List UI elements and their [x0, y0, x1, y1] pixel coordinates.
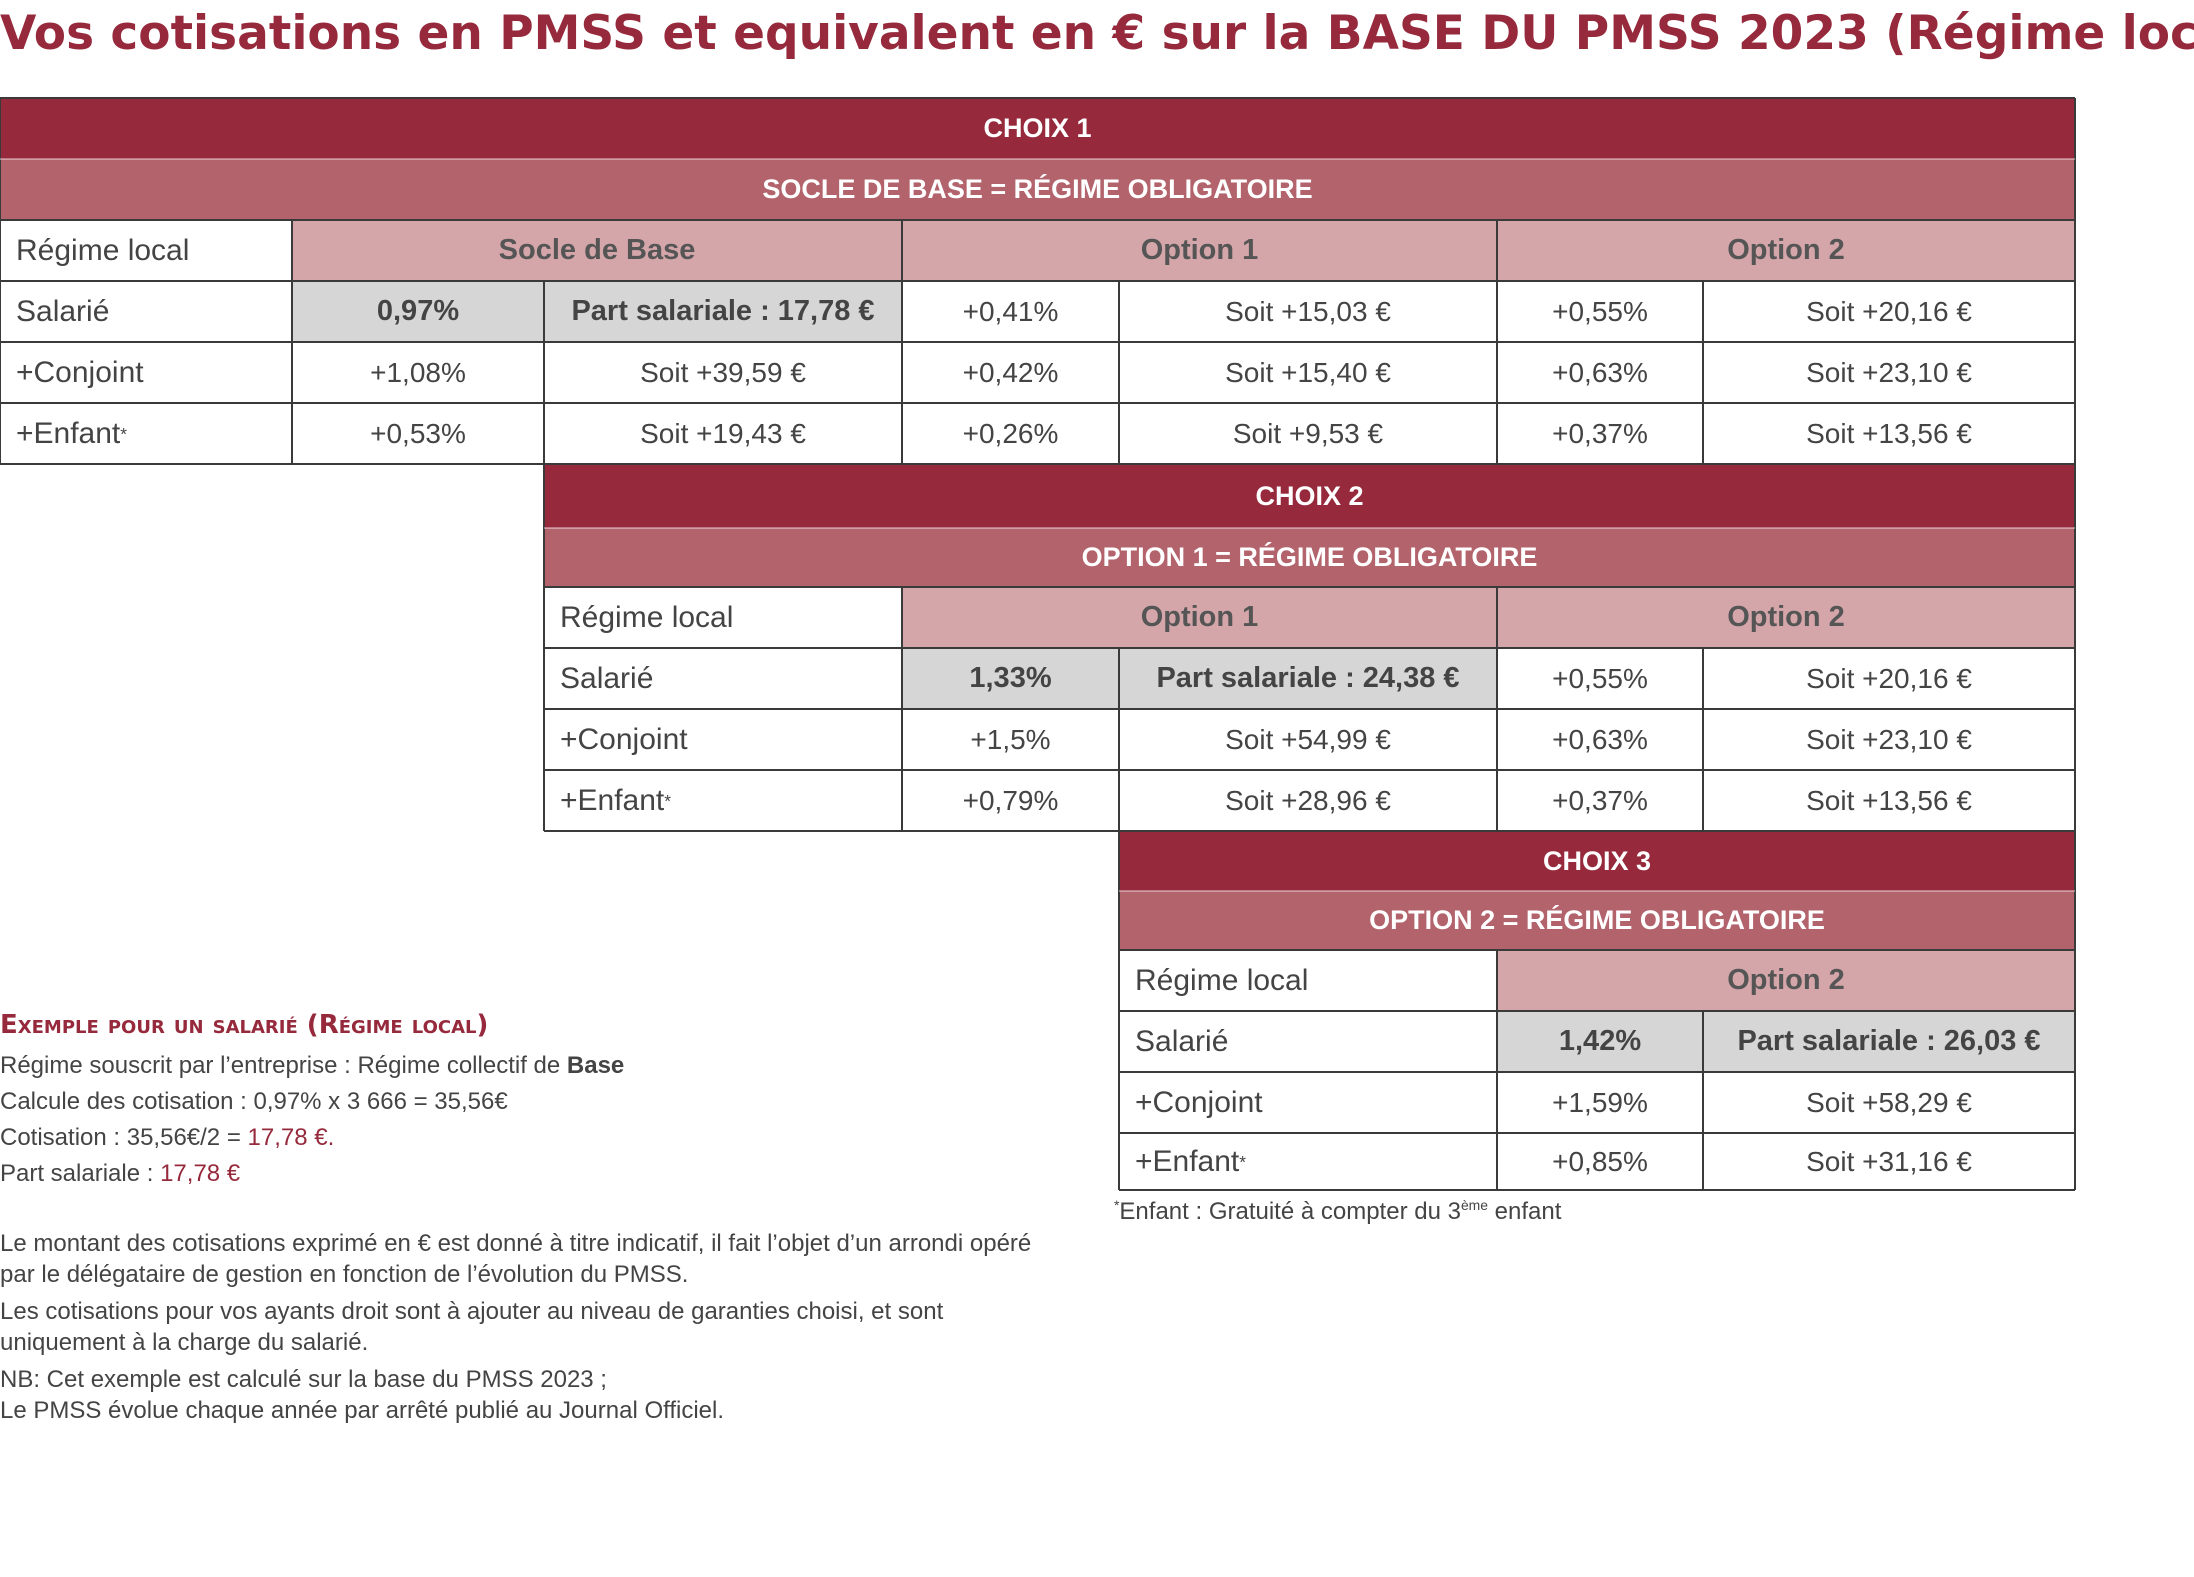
part-salariale-cell: Part salariale : 26,03 €: [1703, 1011, 2075, 1072]
amount-cell: Soit +23,10 €: [1806, 723, 1972, 755]
rate-cell: +0,55%: [1552, 662, 1648, 694]
rate-cell: 1,33%: [902, 648, 1119, 709]
part-salariale-cell: Part salariale : 24,38 €: [1119, 648, 1497, 709]
row-label-conjoint: +Conjoint: [16, 355, 144, 389]
column-header-option-2: Option 2: [1497, 220, 2075, 281]
choix-2-subheader: OPTION 1 = RÉGIME OBLIGATOIRE: [544, 528, 2075, 587]
example-line-calcul: Calcule des cotisation : 0,97% x 3 666 =…: [0, 1088, 508, 1115]
footnote-superscript: ème: [1460, 1197, 1489, 1213]
choix-1-header: CHOIX 1: [0, 98, 2075, 159]
amount-cell: Soit +9,53 €: [1232, 417, 1384, 449]
amount-cell: Soit +15,40 €: [1225, 356, 1391, 388]
row-label-salarie: Salarié: [16, 294, 110, 328]
row-label-text: +Enfant: [16, 416, 121, 450]
amount-cell: Soit +15,03 €: [1225, 295, 1391, 327]
row-label-salarie: Salarié: [560, 661, 654, 695]
column-header-option-2: Option 2: [1497, 950, 2075, 1011]
rate-cell: +0,53%: [370, 417, 466, 449]
row-label-enfant: +Enfant *: [560, 783, 672, 817]
amount-cell: Soit +58,29 €: [1806, 1086, 1972, 1118]
footnote: *Enfant : Gratuité à compter du 3ème enf…: [1114, 1198, 1561, 1226]
example-line-cotisation-value: 17,78 €.: [247, 1124, 335, 1151]
example-title: Exemple pour un salarié (Régime local): [0, 1010, 488, 1040]
row-label-header: Régime local: [16, 233, 190, 267]
footnote-text: Enfant : Gratuité à compter du 3: [1119, 1198, 1461, 1225]
notes-block: Le montant des cotisations exprimé en € …: [0, 1228, 1045, 1426]
footnote-star: *: [1114, 1197, 1120, 1213]
rate-cell: +0,79%: [962, 784, 1059, 816]
row-label-text: +Enfant: [1135, 1144, 1240, 1178]
rate-cell: +0,37%: [1552, 784, 1648, 816]
rate-cell: +0,37%: [1552, 417, 1648, 449]
example-line-regime-text: Régime souscrit par l’entreprise : Régim…: [0, 1052, 567, 1079]
note-line: Le PMSS évolue chaque année par arrêté p…: [0, 1397, 725, 1424]
row-label-salarie: Salarié: [1135, 1024, 1229, 1058]
amount-cell: Soit +54,99 €: [1225, 723, 1391, 755]
row-label-conjoint: +Conjoint: [1135, 1085, 1263, 1119]
note-paragraph: Les cotisations pour vos ayants droit so…: [0, 1298, 944, 1356]
example-line-regime: Régime souscrit par l’entreprise : Régim…: [0, 1048, 1060, 1084]
example-line-regime-bold: Base: [566, 1052, 625, 1079]
rate-cell: +0,26%: [962, 417, 1059, 449]
page-title: Vos cotisations en PMSS et equivalent en…: [0, 6, 2194, 61]
example-lines: Régime souscrit par l’entreprise : Régim…: [0, 1048, 1060, 1192]
amount-cell: Soit +23,10 €: [1806, 356, 1972, 388]
footnote-text-end: enfant: [1488, 1198, 1562, 1225]
row-label-header: Régime local: [1135, 963, 1309, 997]
note-line: NB: Cet exemple est calculé sur la base …: [0, 1366, 607, 1393]
amount-cell: Soit +13,56 €: [1806, 417, 1972, 449]
column-header-option-2: Option 2: [1497, 587, 2075, 648]
example-line-part-salariale: Part salariale : 17,78 €: [0, 1156, 1060, 1192]
rate-cell: +0,41%: [962, 295, 1059, 327]
example-line-cotisation: Cotisation : 35,56€/2 = 17,78 €.: [0, 1120, 1060, 1156]
choix-2-header: CHOIX 2: [544, 464, 2075, 528]
column-header-option-1: Option 1: [902, 587, 1497, 648]
column-header-socle-de-base: Socle de Base: [292, 220, 902, 281]
row-label-text: +Enfant: [560, 783, 665, 817]
row-label-header: Régime local: [560, 600, 734, 634]
row-label-enfant: +Enfant *: [1135, 1144, 1247, 1178]
rate-cell: +1,59%: [1552, 1086, 1648, 1118]
amount-cell: Soit +20,16 €: [1806, 295, 1972, 327]
rate-cell: 0,97%: [292, 281, 544, 342]
choix-3-header: CHOIX 3: [1119, 831, 2075, 891]
amount-cell: Soit +20,16 €: [1806, 662, 1972, 694]
row-label-conjoint: +Conjoint: [560, 722, 688, 756]
column-header-option-1: Option 1: [902, 220, 1497, 281]
rate-cell: +1,08%: [370, 356, 466, 388]
rate-cell: +0,63%: [1552, 723, 1648, 755]
example-title-text: Exemple pour un salarié (Régime local): [0, 1010, 489, 1040]
rate-cell: +0,55%: [1552, 295, 1648, 327]
amount-cell: Soit +39,59 €: [640, 356, 806, 388]
row-label-enfant: +Enfant *: [16, 416, 128, 450]
rate-cell: +0,85%: [1552, 1145, 1648, 1177]
rate-cell: 1,42%: [1497, 1011, 1703, 1072]
example-line-cotisation-text: Cotisation : 35,56€/2 =: [0, 1124, 248, 1151]
example-line-part-text: Part salariale :: [0, 1160, 161, 1187]
rate-cell: +1,5%: [970, 723, 1051, 755]
amount-cell: Soit +31,16 €: [1806, 1145, 1972, 1177]
amount-cell: Soit +13,56 €: [1806, 784, 1972, 816]
note-paragraph: Le montant des cotisations exprimé en € …: [0, 1230, 1032, 1288]
rate-cell: +0,63%: [1552, 356, 1648, 388]
rate-cell: +0,42%: [962, 356, 1059, 388]
note-paragraph: NB: Cet exemple est calculé sur la base …: [0, 1364, 1045, 1426]
choix-3-subheader: OPTION 2 = RÉGIME OBLIGATOIRE: [1119, 891, 2075, 950]
part-salariale-cell: Part salariale : 17,78 €: [544, 281, 902, 342]
example-line-part-value: 17,78 €: [160, 1160, 241, 1187]
amount-cell: Soit +28,96 €: [1225, 784, 1391, 816]
choix-1-subheader: SOCLE DE BASE = RÉGIME OBLIGATOIRE: [0, 159, 2075, 220]
amount-cell: Soit +19,43 €: [640, 417, 806, 449]
